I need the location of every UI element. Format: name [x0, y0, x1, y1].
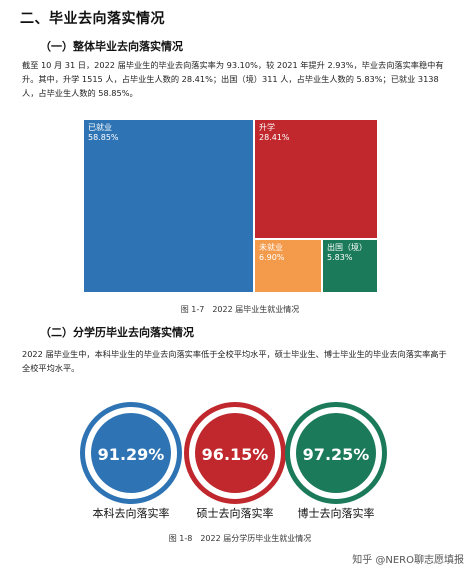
gauge-value: 97.25% [302, 445, 370, 464]
treemap-value: 5.83% [327, 253, 353, 262]
treemap-cell-employed: 已就业 58.85% [84, 120, 253, 292]
treemap-label: 升学 [259, 123, 275, 132]
gauge-ring: 96.15% [184, 402, 286, 504]
treemap-label: 未就业 [259, 243, 283, 252]
treemap-label: 出国（境） [327, 243, 367, 252]
paragraph-by-degree: 2022 届毕业生中，本科毕业生的毕业去向落实率低于全校平均水平，硕士毕业生、博… [22, 349, 447, 373]
gauge-ring: 91.29% [80, 402, 182, 504]
gauge-bachelor: 91.29% [80, 402, 182, 504]
gauge-fill [296, 413, 376, 493]
treemap-value: 58.85% [88, 133, 119, 142]
gauge-fill [195, 413, 275, 493]
gauge-label-doctor: 博士去向落实率 [297, 507, 375, 520]
subsection-title-overall: （一）整体毕业去向落实情况 [40, 40, 183, 53]
gauge-value: 96.15% [201, 445, 269, 464]
gauge-ring: 97.25% [285, 402, 387, 504]
paragraph-overall: 截至 10 月 31 日，2022 届毕业生的毕业去向落实率为 93.10%，较… [22, 60, 444, 98]
treemap-cell-further-study: 升学 28.41% [255, 120, 377, 238]
gauge-doctor: 97.25% [285, 402, 387, 504]
treemap-label: 已就业 [88, 123, 112, 132]
figure-caption-2: 图 1-8 2022 届分学历毕业生就业情况 [168, 534, 312, 543]
treemap-value: 28.41% [259, 133, 290, 142]
treemap-cell-unemployed: 未就业 6.90% [255, 240, 321, 292]
subsection-title-by-degree: （二）分学历毕业去向落实情况 [40, 326, 194, 339]
watermark: 知乎 @NERO聊志愿填报 [352, 555, 464, 566]
figure-caption-1: 图 1-7 2022 届毕业生就业情况 [180, 305, 300, 314]
gauge-value: 91.29% [97, 445, 165, 464]
gauge-label-master: 硕士去向落实率 [196, 507, 274, 520]
treemap-value: 6.90% [259, 253, 285, 262]
treemap-chart: 已就业 58.85% 升学 28.41% 未就业 6.90% 出国（境） 5.8… [84, 120, 377, 292]
section-title: 二、毕业去向落实情况 [20, 11, 165, 27]
treemap-cell-abroad: 出国（境） 5.83% [323, 240, 377, 292]
gauge-label-bachelor: 本科去向落实率 [92, 507, 170, 520]
gauge-master: 96.15% [184, 402, 286, 504]
gauge-fill [91, 413, 171, 493]
